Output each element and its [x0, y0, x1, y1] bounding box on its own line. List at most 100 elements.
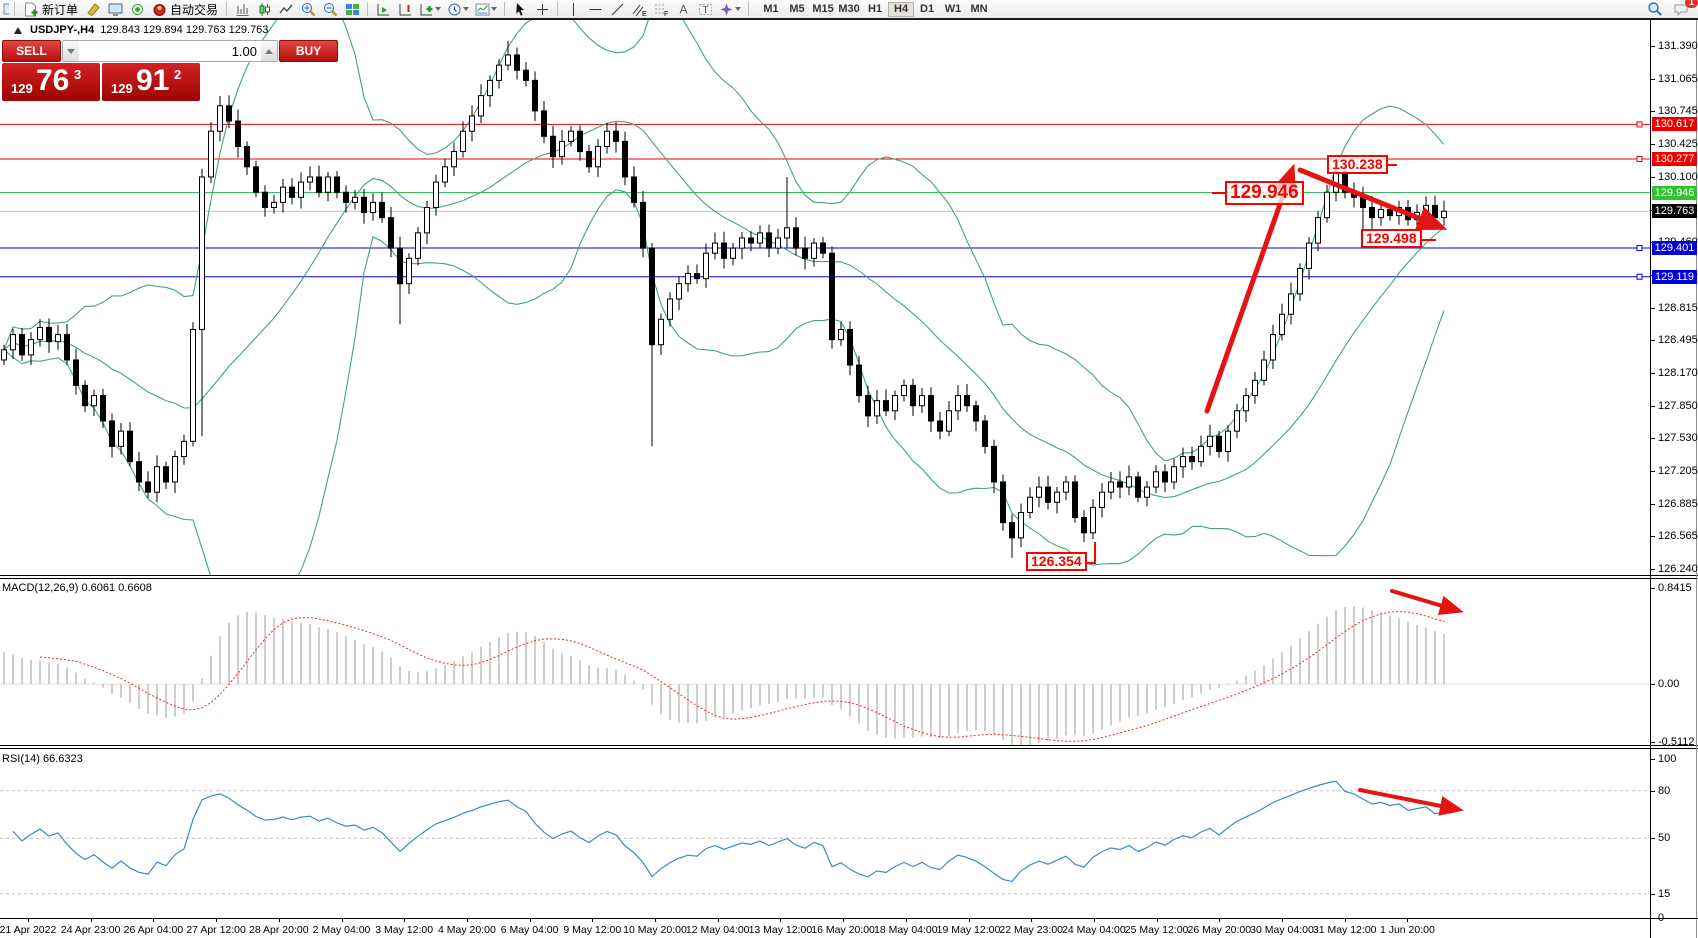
candle [226, 105, 232, 122]
annotation-level-129946[interactable]: 129.946 [1225, 181, 1304, 205]
fibonacci-tool-icon[interactable]: F [651, 1, 671, 17]
zoom-in-icon[interactable] [298, 1, 318, 17]
candle [145, 481, 151, 493]
dropdown-arrow-icon [491, 7, 498, 11]
trend-arrow-up[interactable] [1204, 163, 1297, 414]
auto-scroll-icon[interactable] [373, 1, 393, 17]
date-tick [1344, 919, 1346, 922]
candle [1, 349, 7, 361]
timeframe-m5[interactable]: M5 [789, 2, 805, 15]
chart-window-icon[interactable] [3, 1, 9, 17]
price-tick-label: 126.240 [1658, 563, 1698, 575]
date-axis[interactable]: 21 Apr 2022 24 Apr 23:00 26 Apr 04:00 27 Ap… [0, 918, 1698, 938]
symbol-icon [14, 26, 22, 34]
candlestick-icon[interactable] [254, 1, 274, 17]
signals-icon[interactable] [127, 1, 147, 17]
sell-button[interactable]: SELL [2, 40, 61, 62]
volume-input[interactable] [79, 41, 261, 61]
price-tick-label: 130.425 [1658, 138, 1698, 150]
timeframe-m15[interactable]: M15 [812, 2, 834, 15]
rsi-label: RSI(14) 66.6323 [2, 753, 83, 765]
bid-quote[interactable]: 129 76 3 [2, 63, 100, 101]
timeframe-h4[interactable]: H4 [888, 1, 915, 17]
candle [1117, 481, 1123, 488]
ask-quote[interactable]: 129 91 2 [102, 63, 200, 101]
candle [1288, 293, 1294, 315]
new-order-button[interactable]: 新订单 [20, 1, 81, 17]
rsi-arrow[interactable] [1358, 788, 1464, 816]
tile-windows-icon[interactable] [342, 1, 362, 17]
axis-tick [1651, 308, 1655, 309]
price-tick-label: 128.170 [1658, 367, 1698, 379]
candle [1216, 435, 1222, 452]
price-axis[interactable]: 131.390 131.065 130.745 130.425 130.100 129.7… [1650, 20, 1698, 938]
timeframe-mn[interactable]: MN [970, 2, 988, 15]
cursor-tool-icon[interactable] [510, 1, 530, 17]
macd-panel[interactable] [0, 579, 1650, 745]
candle [811, 242, 817, 259]
annotation-low-126354[interactable]: 126.354 [1026, 552, 1087, 571]
timeframe-d1[interactable]: D1 [920, 2, 935, 15]
horizontal-line-tool-icon[interactable] [585, 1, 605, 17]
periods-button[interactable] [445, 1, 471, 17]
zoom-out-icon[interactable] [320, 1, 340, 17]
chat-icon[interactable]: 1 [1671, 0, 1698, 17]
candle [1306, 242, 1312, 269]
trendline-tool-icon[interactable] [607, 1, 627, 17]
candle [163, 466, 169, 483]
trend-arrow-down[interactable] [1297, 167, 1448, 231]
date-tick [90, 919, 92, 922]
price-chart[interactable] [0, 20, 1650, 575]
date-label: 13 May 12:00 [748, 924, 813, 936]
candle [856, 364, 862, 397]
panel-divider[interactable] [0, 575, 1698, 579]
metaeditor-icon[interactable] [83, 1, 103, 17]
templates-button[interactable] [473, 1, 499, 17]
candle [694, 273, 700, 280]
candle [568, 130, 574, 142]
macd-arrow[interactable] [1390, 589, 1464, 616]
ask-point: 2 [174, 67, 182, 82]
volume-up-button[interactable] [261, 41, 277, 61]
indicators-button[interactable] [417, 1, 443, 17]
buy-button[interactable]: BUY [279, 40, 338, 62]
timeframe-m30[interactable]: M30 [838, 2, 860, 15]
candle [1000, 481, 1006, 524]
candle [154, 466, 160, 493]
chart-shift-icon[interactable] [395, 1, 415, 17]
candle [379, 201, 385, 219]
crosshair-tool-icon[interactable] [532, 1, 552, 17]
search-icon[interactable] [1645, 1, 1665, 17]
toolbar-separator [748, 2, 750, 16]
annotation-pullback-129498[interactable]: 129.498 [1361, 229, 1422, 248]
bar-chart-icon[interactable] [232, 1, 252, 17]
candle [496, 64, 502, 81]
text-tool-icon[interactable]: A [673, 1, 693, 17]
candle [460, 130, 466, 153]
macd-tick-label: 0.8415 [1658, 582, 1692, 594]
line-chart-icon[interactable] [276, 1, 296, 17]
timeframe-m1[interactable]: M1 [763, 2, 779, 15]
date-tick [404, 919, 406, 922]
vertical-line-tool-icon[interactable] [563, 1, 583, 17]
annotation-connector [1094, 542, 1096, 564]
candle [1378, 209, 1384, 219]
equidistant-channel-tool-icon[interactable]: E [629, 1, 649, 17]
candle [532, 79, 538, 112]
rsi-panel[interactable] [0, 749, 1650, 918]
candle [667, 298, 673, 320]
autotrading-button[interactable]: 自动交易 [149, 1, 221, 17]
text-label-tool-icon[interactable]: T [695, 1, 715, 17]
timeframe-h1[interactable]: H1 [868, 2, 883, 15]
candle [1324, 191, 1330, 219]
arrows-tool-button[interactable] [717, 1, 743, 17]
candle [91, 395, 97, 407]
annotation-peak-130238[interactable]: 130.238 [1327, 155, 1388, 174]
timeframe-w1[interactable]: W1 [944, 2, 962, 15]
svg-text:T: T [702, 5, 708, 16]
terminal-icon[interactable] [105, 1, 125, 17]
price-badge-129.946: 129.946 [1652, 186, 1697, 200]
volume-down-button[interactable] [63, 41, 79, 61]
panel-divider[interactable] [0, 745, 1698, 749]
candle [1261, 359, 1267, 381]
